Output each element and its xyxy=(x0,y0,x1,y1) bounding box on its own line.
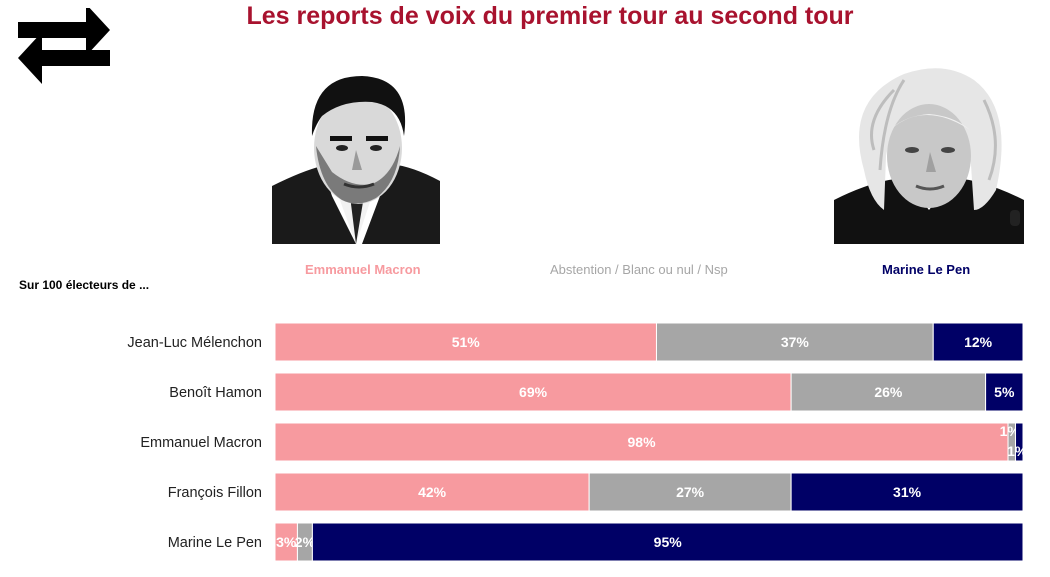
data-label: 31% xyxy=(893,484,922,500)
bar-segment xyxy=(274,372,792,412)
data-label: 1% xyxy=(1007,443,1028,459)
swap-arrows-icon xyxy=(18,8,110,84)
data-label: 42% xyxy=(418,484,447,500)
data-label: 98% xyxy=(628,434,657,450)
bar-segment xyxy=(1015,422,1024,462)
category-label: Benoît Hamon xyxy=(169,385,262,401)
bar-segment xyxy=(274,322,657,362)
chart-intro: Sur 100 électeurs de ... xyxy=(19,278,150,292)
data-label: 3% xyxy=(276,534,297,550)
bar-segment xyxy=(790,372,987,412)
legend-macron: Emmanuel Macron xyxy=(305,262,421,277)
data-label: 69% xyxy=(519,384,548,400)
data-label: 12% xyxy=(964,334,993,350)
category-label: Emmanuel Macron xyxy=(140,435,262,451)
page-title: Les reports de voix du premier tour au s… xyxy=(246,2,854,30)
legend-lepen: Marine Le Pen xyxy=(882,262,971,277)
bar-segment xyxy=(274,422,1009,462)
data-label: 5% xyxy=(994,384,1015,400)
macron-portrait xyxy=(272,66,440,244)
data-label: 95% xyxy=(654,534,683,550)
bar-segment xyxy=(985,372,1024,412)
category-label: François Fillon xyxy=(168,485,262,501)
data-label: 26% xyxy=(874,384,903,400)
bar-segment xyxy=(790,472,1024,512)
bar-segment xyxy=(655,322,934,362)
bar-segment xyxy=(311,522,1024,562)
category-label: Jean-Luc Mélenchon xyxy=(127,335,262,351)
category-label: Marine Le Pen xyxy=(168,535,262,551)
legend-abstention: Abstention / Blanc ou nul / Nsp xyxy=(550,262,728,277)
data-label: 37% xyxy=(781,334,810,350)
bar-segment xyxy=(932,322,1024,362)
data-label: 51% xyxy=(452,334,481,350)
lepen-portrait xyxy=(834,60,1024,244)
bar-segment xyxy=(588,472,792,512)
data-label: 27% xyxy=(676,484,705,500)
data-label: 2% xyxy=(295,534,316,550)
